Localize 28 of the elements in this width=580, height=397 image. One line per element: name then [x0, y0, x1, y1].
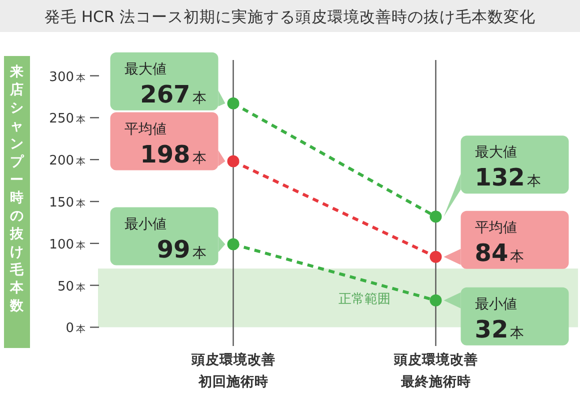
- point: [227, 155, 240, 168]
- text: 最大値: [474, 144, 517, 161]
- text: 平均値: [124, 121, 166, 138]
- point: [430, 210, 442, 223]
- text: 最小値: [474, 296, 517, 312]
- y-tick-label: 200本: [49, 154, 86, 169]
- y-tick-label: 250本: [49, 112, 86, 127]
- y-tick-label: 300本: [49, 70, 86, 85]
- point: [430, 294, 442, 306]
- text: 最小値: [124, 216, 166, 232]
- data-label: 84本: [474, 238, 524, 267]
- x-tick-label: 頭皮環境改善最終施術時: [392, 351, 478, 390]
- point: [430, 250, 442, 263]
- data-label: 99本: [156, 235, 206, 264]
- y-tick-label: 150本: [49, 196, 86, 210]
- data-label: 198本: [140, 140, 206, 168]
- point: [227, 97, 240, 110]
- text: 平均値: [474, 220, 517, 236]
- chart-title: 発毛 HCR 法コース初期に実施する頭皮環境改善時の抜け毛本数変化: [44, 8, 536, 26]
- data-label: 32本: [474, 315, 524, 344]
- x-tick-label: 頭皮環境改善初回施術時: [190, 351, 276, 390]
- text: 最大値: [124, 61, 166, 78]
- y-tick-label: 0本: [66, 321, 86, 336]
- y-tick-label: 100本: [49, 237, 86, 252]
- band-label: 正常範囲: [338, 292, 390, 307]
- text: 来店シャンプー時の抜け毛本数: [10, 64, 24, 314]
- point: [227, 238, 240, 250]
- y-tick-label: 50本: [57, 279, 86, 294]
